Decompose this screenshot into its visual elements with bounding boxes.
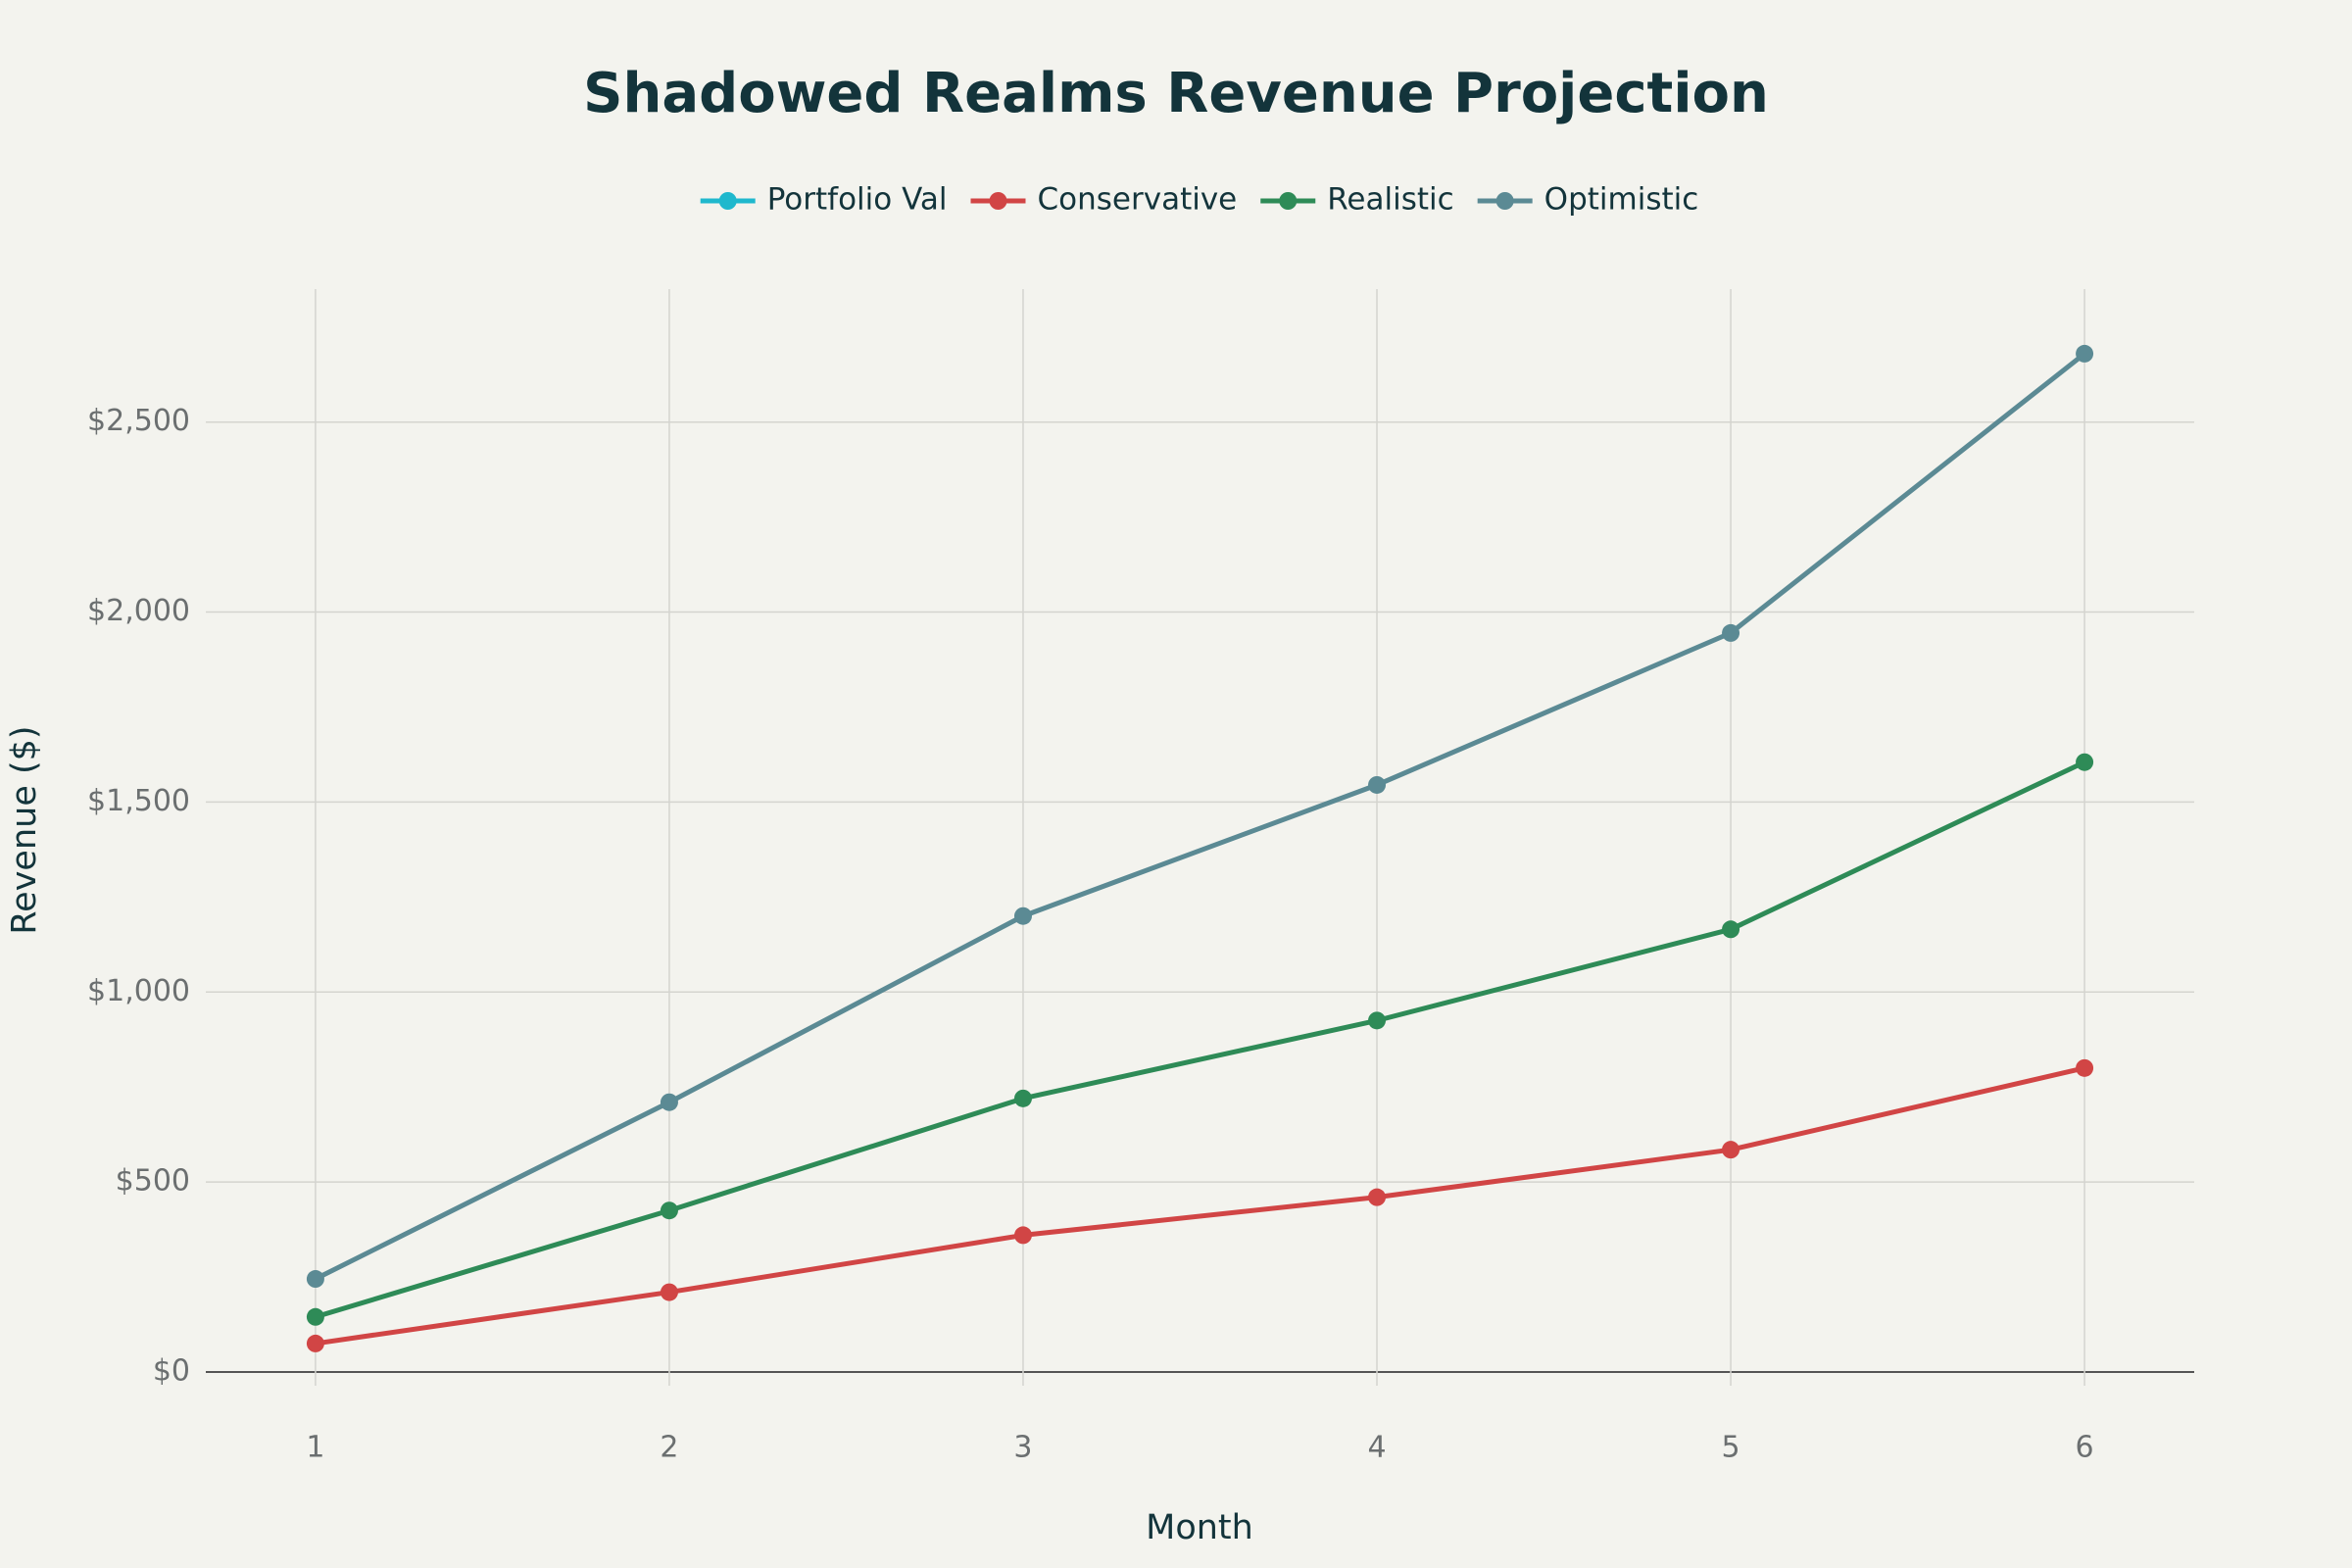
data-point	[1013, 906, 1032, 925]
legend-marker	[989, 192, 1007, 210]
y-tick-label: $0	[153, 1354, 190, 1389]
data-point	[660, 1093, 678, 1111]
data-point	[2076, 753, 2094, 771]
data-point	[1013, 1089, 1032, 1107]
data-point	[1722, 623, 1740, 642]
data-point	[1368, 1011, 1387, 1030]
legend-item: Realistic	[1260, 182, 1454, 218]
legend-marker	[718, 192, 737, 210]
legend-item: Conservative	[970, 182, 1238, 218]
x-tick-label: 3	[1013, 1431, 1032, 1465]
data-point	[2076, 344, 2094, 363]
x-tick-label: 2	[660, 1431, 678, 1465]
legend-marker	[1279, 192, 1298, 210]
data-point	[660, 1283, 678, 1301]
data-point	[2076, 1058, 2094, 1077]
x-tick-label: 6	[2076, 1431, 2094, 1465]
data-point	[1368, 1188, 1387, 1206]
x-tick-label: 5	[1722, 1431, 1740, 1465]
y-axis-title: Revenue ($)	[5, 725, 44, 934]
legend-marker	[1495, 192, 1514, 210]
legend-item: Portfolio Val	[700, 182, 948, 218]
legend-label: Conservative	[1038, 182, 1238, 218]
chart-title: Shadowed Realms Revenue Projection	[583, 62, 1769, 125]
y-tick-label: $500	[116, 1164, 190, 1199]
data-point	[1368, 775, 1387, 794]
legend-label: Portfolio Val	[767, 182, 948, 218]
series-line	[315, 1065, 2085, 1347]
y-tick-label: $2,000	[87, 594, 190, 628]
y-tick-label: $1,500	[87, 784, 190, 818]
data-point	[1722, 920, 1740, 939]
legend-label: Realistic	[1327, 182, 1453, 218]
x-tick-label: 1	[306, 1431, 324, 1465]
legend: Portfolio Val Conservative Realistic Optimi…	[700, 182, 1699, 218]
data-point	[1722, 1141, 1740, 1159]
series-line	[315, 760, 2086, 1320]
series-line	[314, 351, 2086, 1282]
data-point	[306, 1307, 324, 1326]
data-point	[306, 1270, 324, 1289]
legend-label: Optimistic	[1544, 182, 1699, 218]
x-axis-title: Month	[1146, 1508, 1253, 1547]
data-point	[660, 1201, 678, 1220]
legend-item: Optimistic	[1477, 182, 1699, 218]
data-point	[1013, 1226, 1032, 1245]
y-tick-label: $1,000	[87, 974, 190, 1008]
data-point	[306, 1334, 324, 1352]
y-tick-label: $2,500	[87, 404, 190, 438]
x-tick-label: 4	[1367, 1431, 1386, 1465]
